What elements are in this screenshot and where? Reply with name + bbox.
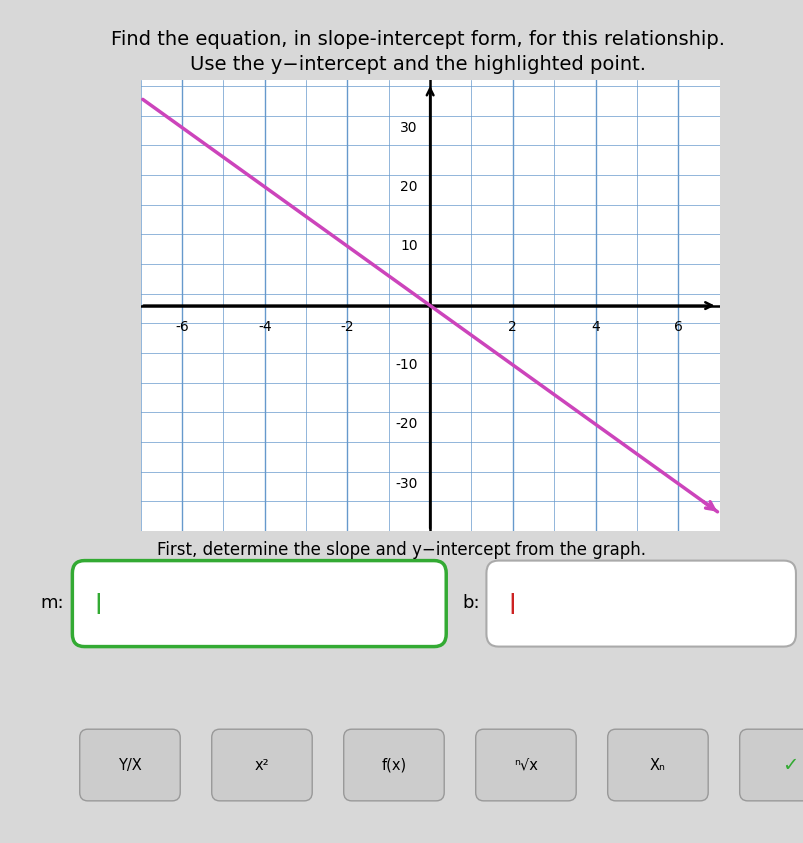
Text: Use the y−intercept and the highlighted point.: Use the y−intercept and the highlighted … <box>190 55 646 74</box>
Text: -6: -6 <box>175 320 189 335</box>
Text: 20: 20 <box>400 180 418 194</box>
Text: -4: -4 <box>258 320 271 335</box>
Text: 2: 2 <box>507 320 516 335</box>
Text: Y/X: Y/X <box>118 758 141 772</box>
Text: b:: b: <box>462 593 479 612</box>
Text: |: | <box>95 593 102 614</box>
Text: -2: -2 <box>340 320 354 335</box>
Text: 30: 30 <box>400 121 418 135</box>
Text: f(x): f(x) <box>381 758 406 772</box>
Text: 4: 4 <box>590 320 599 335</box>
Text: x²: x² <box>255 758 269 772</box>
Text: m:: m: <box>40 593 63 612</box>
Text: Find the equation, in slope-intercept form, for this relationship.: Find the equation, in slope-intercept fo… <box>111 30 724 49</box>
Text: |: | <box>507 593 515 614</box>
Text: ✓: ✓ <box>781 755 797 775</box>
Text: ⁿ√x: ⁿ√x <box>513 758 537 772</box>
Text: Xₙ: Xₙ <box>649 758 665 772</box>
Text: 6: 6 <box>673 320 682 335</box>
Text: -10: -10 <box>395 358 418 372</box>
Text: -30: -30 <box>395 476 418 491</box>
Text: -20: -20 <box>395 417 418 432</box>
Text: 10: 10 <box>400 239 418 253</box>
Text: First, determine the slope and y−intercept from the graph.: First, determine the slope and y−interce… <box>157 541 646 559</box>
